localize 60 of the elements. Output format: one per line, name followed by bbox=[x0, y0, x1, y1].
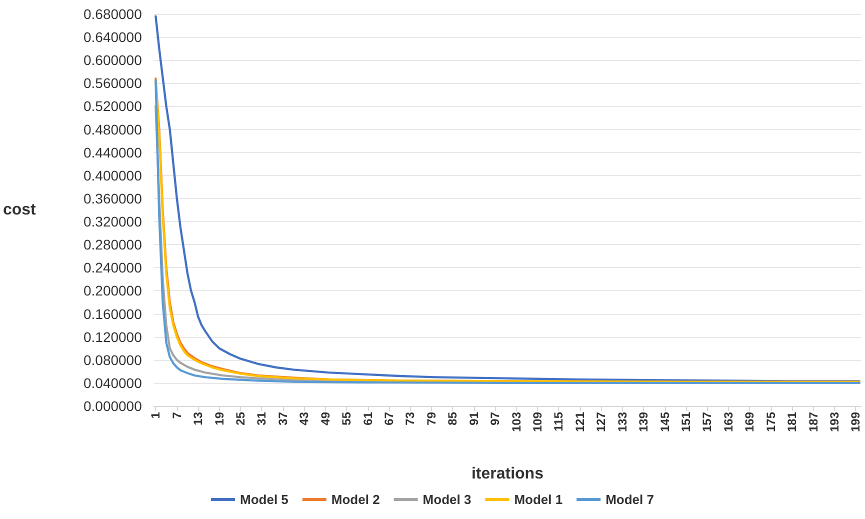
x-tick-label: 85 bbox=[446, 412, 460, 426]
x-tick-label: 133 bbox=[615, 412, 630, 432]
x-tick-label: 187 bbox=[806, 412, 820, 432]
legend-label: Model 2 bbox=[331, 492, 380, 507]
x-tick-label: 7 bbox=[170, 412, 184, 419]
line-series bbox=[154, 15, 860, 382]
y-tick-label: 0.360000 bbox=[83, 190, 142, 206]
x-tick-label: 43 bbox=[297, 412, 312, 426]
legend-label: Model 1 bbox=[514, 492, 563, 507]
x-tick-label: 13 bbox=[191, 412, 206, 426]
y-tick-label: 0.600000 bbox=[83, 52, 142, 68]
y-tick-label: 0.280000 bbox=[83, 236, 142, 253]
y-tick-label: 0.000000 bbox=[83, 398, 142, 414]
x-tick-label: 115 bbox=[552, 412, 566, 432]
x-tick-label: 31 bbox=[254, 412, 269, 426]
x-tick-label: 79 bbox=[424, 412, 438, 426]
y-tick-label: 0.120000 bbox=[83, 328, 142, 345]
x-tick-label: 73 bbox=[403, 412, 418, 426]
x-tick-label: 1 bbox=[148, 412, 163, 419]
y-tick-label: 0.200000 bbox=[83, 282, 142, 299]
legend-label: Model 7 bbox=[606, 492, 654, 507]
x-tick-label: 139 bbox=[636, 412, 651, 432]
y-tick-label: 0.040000 bbox=[83, 374, 142, 391]
x-axis-title: iterations bbox=[471, 466, 544, 482]
y-axis-title: cost bbox=[2, 202, 37, 218]
x-tick-label: 151 bbox=[678, 412, 693, 432]
x-tick-label: 181 bbox=[785, 412, 800, 432]
y-tick-label: 0.400000 bbox=[83, 167, 142, 184]
y-tick-label: 0.440000 bbox=[83, 144, 142, 160]
x-tick-label: 67 bbox=[382, 412, 396, 426]
y-tick-label: 0.520000 bbox=[83, 98, 142, 114]
y-tick-label: 0.680000 bbox=[83, 6, 142, 22]
x-tick-label: 163 bbox=[721, 412, 736, 432]
x-tick-label: 127 bbox=[594, 412, 608, 432]
x-tick-label: 91 bbox=[466, 412, 481, 426]
x-tick-label: 97 bbox=[488, 412, 502, 426]
x-tick-label: 157 bbox=[700, 412, 714, 432]
x-tick-label: 61 bbox=[360, 412, 375, 426]
x-tick-label: 175 bbox=[764, 412, 778, 432]
x-tick-label: 145 bbox=[658, 412, 672, 432]
x-tick-label: 55 bbox=[340, 412, 354, 426]
x-tick-label: 199 bbox=[848, 412, 863, 432]
y-tick-label: 0.320000 bbox=[83, 214, 142, 230]
y-tick-label: 0.160000 bbox=[83, 306, 142, 322]
x-tick-label: 169 bbox=[742, 412, 757, 432]
y-tick-label: 0.480000 bbox=[83, 121, 142, 138]
x-tick-label: 25 bbox=[234, 412, 248, 426]
y-tick-label: 0.640000 bbox=[83, 29, 142, 46]
y-tick-label: 0.560000 bbox=[83, 75, 142, 92]
x-tick-label: 193 bbox=[827, 412, 842, 432]
x-tick-label: 37 bbox=[276, 412, 290, 426]
x-tick-label: 49 bbox=[318, 412, 332, 426]
x-tick-label: 19 bbox=[212, 412, 226, 426]
x-tick-label: 109 bbox=[530, 412, 544, 432]
x-tick-label: 103 bbox=[509, 412, 524, 432]
legend-label: Model 3 bbox=[422, 492, 472, 507]
x-tick-label: 121 bbox=[572, 412, 587, 432]
legend-label: Model 5 bbox=[240, 492, 288, 507]
y-tick-label: 0.080000 bbox=[83, 352, 142, 368]
y-tick-label: 0.240000 bbox=[83, 260, 142, 276]
